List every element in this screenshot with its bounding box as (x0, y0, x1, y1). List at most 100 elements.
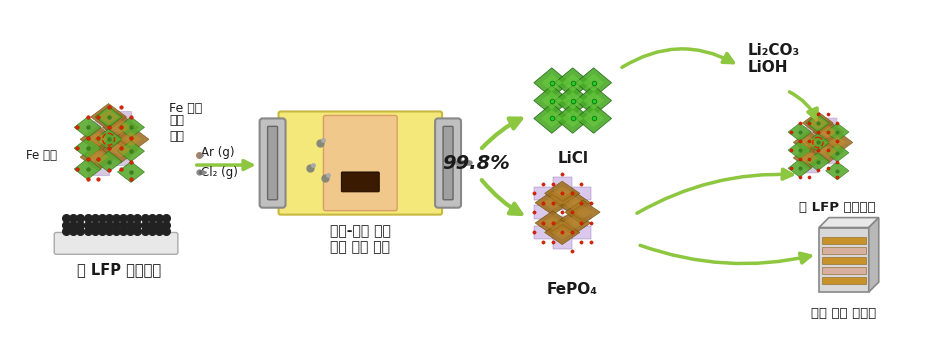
Polygon shape (118, 162, 145, 182)
Polygon shape (819, 218, 879, 227)
Polygon shape (869, 218, 879, 292)
Polygon shape (555, 68, 591, 98)
Polygon shape (563, 216, 584, 230)
Polygon shape (110, 153, 131, 164)
Polygon shape (800, 163, 818, 173)
Polygon shape (819, 154, 837, 164)
Polygon shape (118, 141, 145, 162)
Polygon shape (88, 142, 108, 154)
Polygon shape (552, 235, 572, 248)
Polygon shape (819, 126, 837, 139)
Polygon shape (80, 144, 116, 171)
Polygon shape (572, 226, 591, 239)
Polygon shape (110, 142, 131, 157)
Polygon shape (563, 74, 583, 92)
Polygon shape (563, 92, 583, 109)
Polygon shape (822, 257, 866, 264)
Text: 폐 LFP 양극소재: 폐 LFP 양극소재 (77, 262, 161, 277)
Text: Fe 결합: Fe 결합 (169, 102, 202, 115)
Polygon shape (103, 136, 138, 163)
Polygon shape (822, 277, 866, 284)
Polygon shape (95, 129, 122, 149)
Polygon shape (555, 86, 591, 116)
Polygon shape (572, 186, 591, 200)
Polygon shape (80, 126, 116, 153)
Text: 리튬 금속 배터리: 리튬 금속 배터리 (812, 307, 876, 320)
FancyBboxPatch shape (341, 172, 379, 192)
Polygon shape (95, 151, 122, 172)
FancyBboxPatch shape (268, 126, 277, 200)
FancyBboxPatch shape (435, 118, 461, 208)
Polygon shape (534, 68, 570, 98)
Polygon shape (563, 196, 584, 210)
Polygon shape (552, 177, 572, 191)
Polygon shape (541, 74, 563, 92)
Text: FePO₄: FePO₄ (546, 281, 597, 297)
Polygon shape (800, 136, 818, 149)
Polygon shape (118, 117, 145, 138)
Polygon shape (535, 211, 570, 235)
Polygon shape (822, 247, 866, 254)
Polygon shape (551, 186, 573, 200)
Text: Ar (g): Ar (g) (201, 146, 234, 159)
Polygon shape (806, 134, 829, 152)
Text: Cl₂ (g): Cl₂ (g) (201, 166, 238, 179)
Polygon shape (534, 205, 552, 219)
Text: Fe 결합: Fe 결합 (26, 148, 57, 162)
Polygon shape (113, 126, 149, 153)
Polygon shape (542, 196, 564, 210)
Polygon shape (800, 127, 818, 137)
Polygon shape (583, 92, 604, 109)
Polygon shape (819, 136, 837, 146)
Polygon shape (576, 68, 611, 98)
Polygon shape (819, 227, 869, 292)
Polygon shape (555, 103, 591, 133)
Polygon shape (826, 162, 849, 180)
Polygon shape (74, 159, 101, 179)
Polygon shape (788, 123, 812, 141)
Text: LiCl: LiCl (557, 151, 588, 165)
Polygon shape (88, 149, 108, 164)
Polygon shape (555, 191, 591, 215)
Polygon shape (551, 226, 573, 239)
Text: 새 LFP 양극소재: 새 LFP 양극소재 (799, 201, 875, 214)
Polygon shape (74, 117, 101, 138)
Polygon shape (542, 216, 564, 230)
Polygon shape (793, 146, 825, 170)
Polygon shape (576, 86, 611, 116)
Text: 가스-고체 기반
리튬 추출 반응: 가스-고체 기반 리튬 추출 반응 (330, 224, 391, 255)
Polygon shape (110, 120, 131, 135)
Polygon shape (800, 145, 818, 155)
Polygon shape (534, 86, 570, 116)
Polygon shape (822, 131, 853, 154)
Polygon shape (563, 109, 583, 127)
Polygon shape (110, 132, 131, 144)
Polygon shape (98, 109, 119, 124)
Polygon shape (103, 114, 138, 141)
Polygon shape (819, 118, 837, 128)
FancyBboxPatch shape (443, 126, 453, 200)
Polygon shape (535, 191, 570, 215)
Polygon shape (88, 132, 108, 147)
Polygon shape (813, 120, 843, 144)
Polygon shape (545, 181, 579, 205)
Polygon shape (552, 196, 572, 210)
Polygon shape (802, 112, 833, 135)
Polygon shape (95, 106, 122, 127)
Polygon shape (809, 117, 827, 129)
Polygon shape (576, 103, 611, 133)
Polygon shape (572, 205, 591, 219)
Polygon shape (822, 237, 866, 244)
Polygon shape (806, 153, 829, 171)
Polygon shape (534, 103, 570, 133)
Polygon shape (555, 211, 591, 235)
Polygon shape (91, 103, 127, 130)
Polygon shape (793, 131, 825, 154)
Polygon shape (541, 92, 563, 109)
Polygon shape (88, 121, 108, 133)
Polygon shape (822, 267, 866, 274)
Polygon shape (74, 138, 101, 159)
FancyBboxPatch shape (54, 233, 178, 254)
Polygon shape (806, 114, 829, 132)
Polygon shape (534, 186, 552, 200)
